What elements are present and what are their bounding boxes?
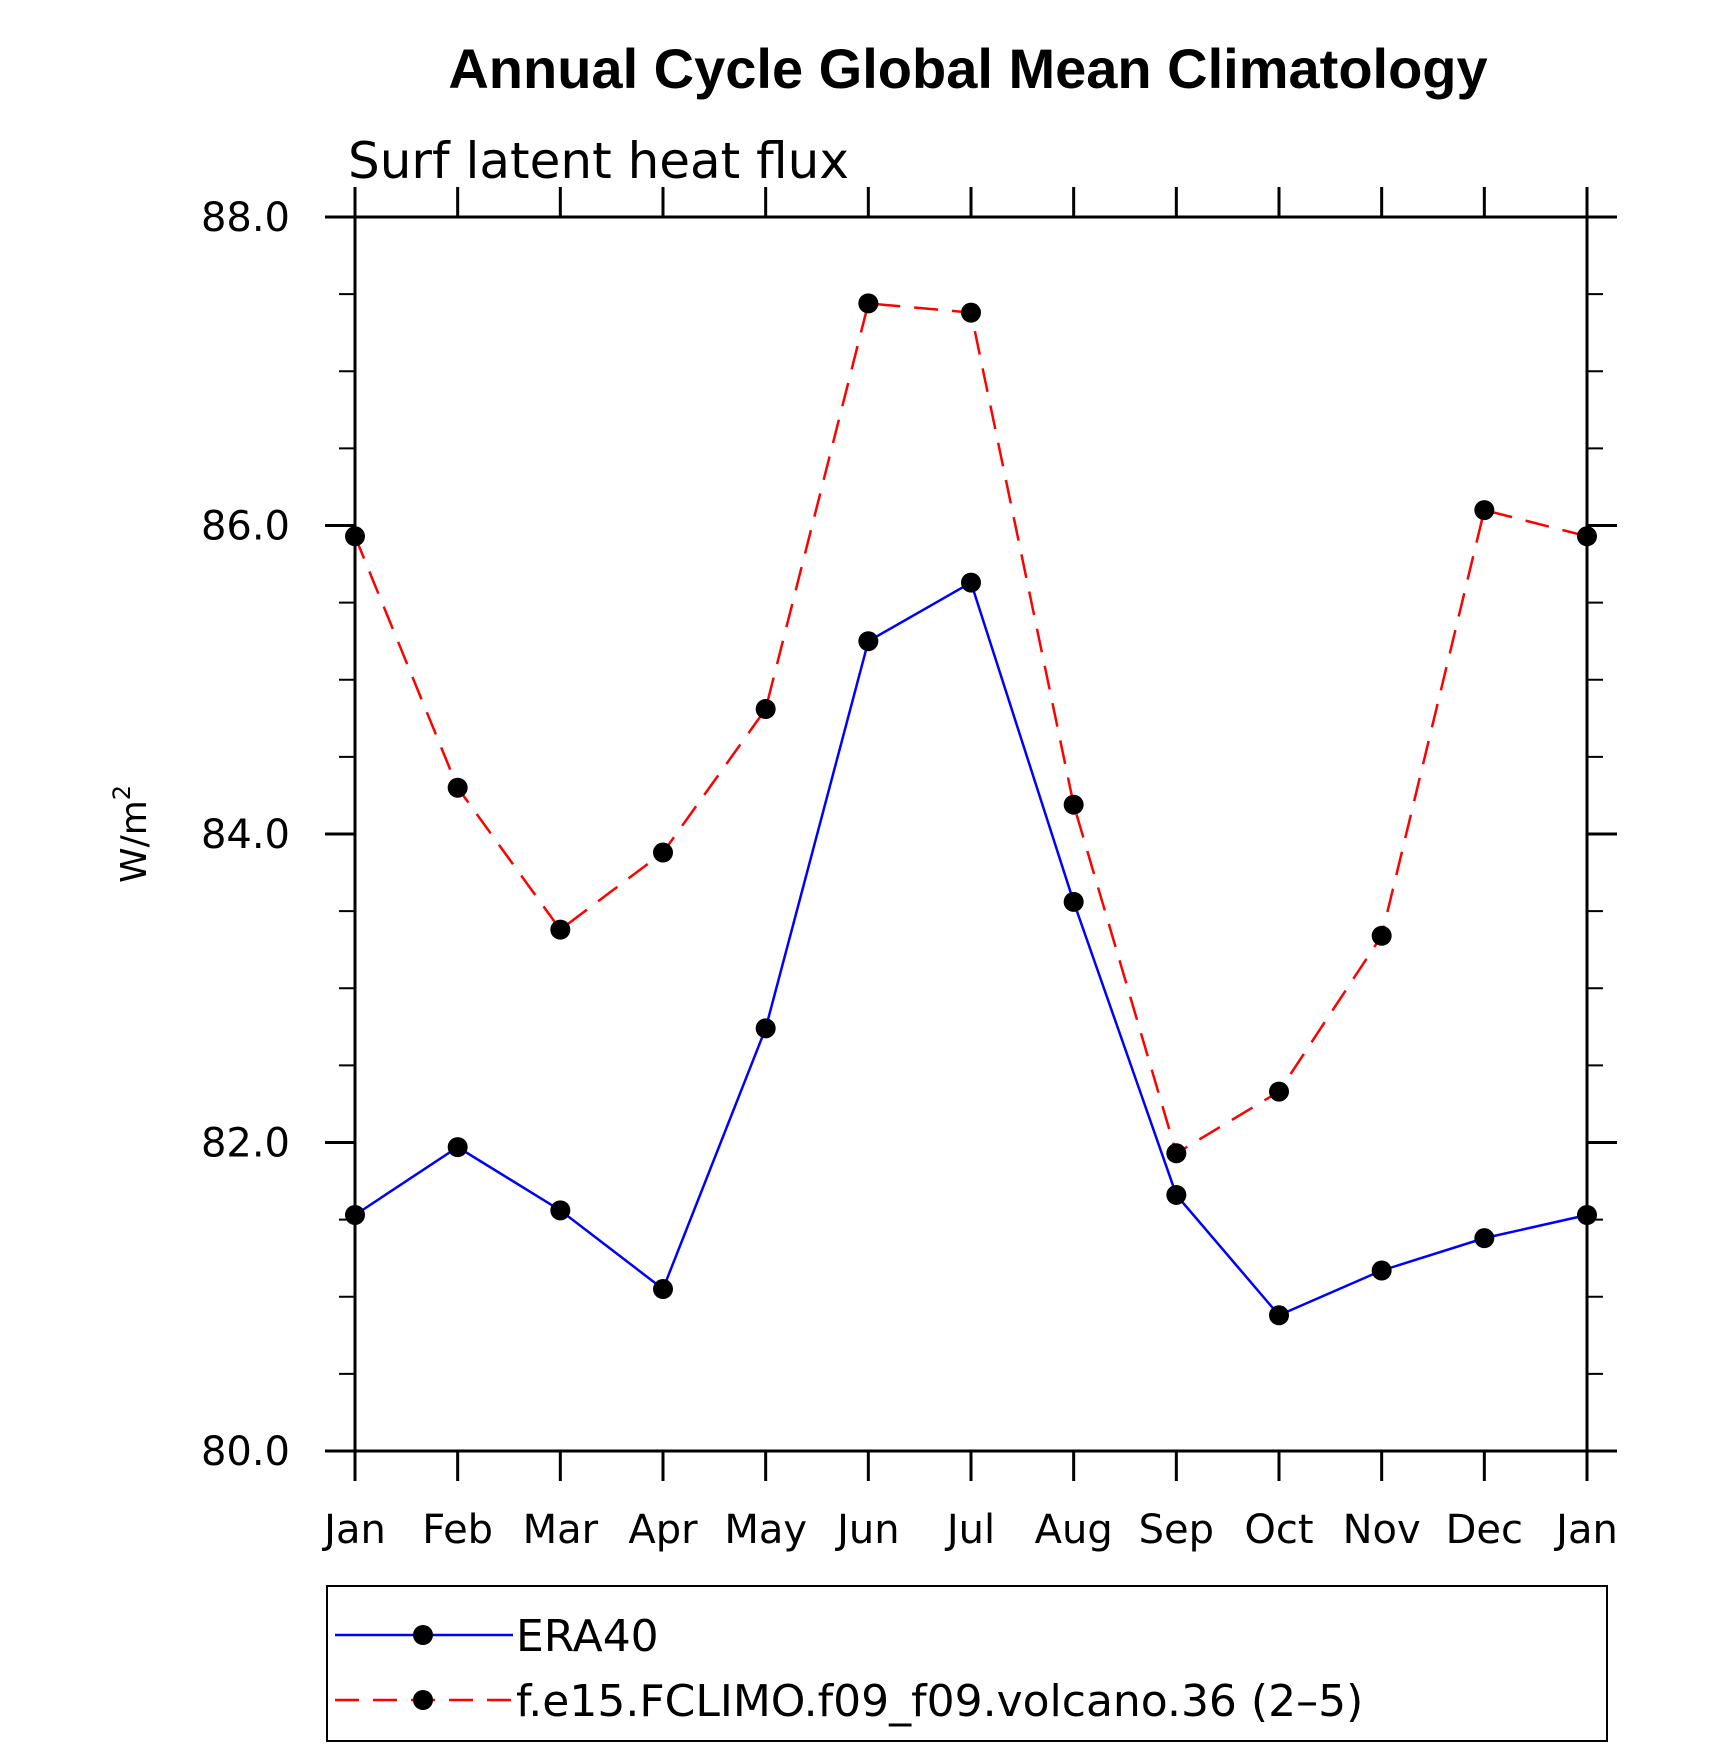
x-tick-label: May (724, 1507, 807, 1553)
data-point (447, 1137, 468, 1158)
x-tick-label: Jul (944, 1507, 995, 1553)
data-point (858, 631, 879, 652)
data-point (1371, 1260, 1392, 1281)
legend-box (326, 1585, 1608, 1742)
legend-marker (413, 1690, 433, 1710)
x-tick-label: Aug (1035, 1507, 1113, 1553)
legend-marker (413, 1625, 433, 1645)
legend: ERA40 f.e15.FCLIMO.f09_f09.volcano.36 (2–… (326, 1585, 1608, 1742)
data-point (1166, 1143, 1187, 1164)
series-line (354, 580, 1588, 1317)
x-tick-label: Nov (1343, 1507, 1421, 1553)
data-point (1269, 1305, 1289, 1326)
y-tick-label: 86.0 (201, 504, 290, 550)
y-tick-label: 82.0 (201, 1121, 290, 1167)
y-tick-label: 80.0 (201, 1429, 290, 1475)
data-point (1371, 925, 1392, 946)
x-tick-label: Dec (1446, 1507, 1523, 1553)
data-point (550, 919, 571, 940)
data-point (1269, 1081, 1289, 1102)
y-tick-labels: 80.0 82.0 84.0 86.0 88.0 (201, 195, 290, 1475)
series-1 (345, 572, 1597, 1326)
series-line (353, 302, 1588, 1156)
data-point (858, 293, 879, 314)
x-tick-labels: Jan Feb Mar Apr May Jun Jul Aug Sep Oct Nov Dec Jan (321, 1507, 1618, 1553)
data-point (961, 302, 981, 323)
data-point (447, 777, 468, 798)
y-tick-label: 88.0 (201, 195, 290, 241)
chart-title: Annual Cycle Global Mean Climatology (448, 37, 1487, 100)
x-tick-label: Apr (628, 1507, 698, 1553)
legend-entries: ERA40 f.e15.FCLIMO.f09_f09.volcano.36 (2–… (335, 1611, 1363, 1727)
chart-subtitle: Surf latent heat flux (348, 132, 849, 190)
y-axis-label: W/m2 (108, 785, 155, 883)
data-point (755, 699, 776, 720)
x-tick-label: Sep (1139, 1507, 1214, 1553)
data-point (345, 526, 365, 547)
x-tick-label: Jan (1553, 1507, 1618, 1553)
legend-label: f.e15.FCLIMO.f09_f09.volcano.36 (2–5) (516, 1676, 1363, 1727)
legend-label: ERA40 (516, 1611, 659, 1662)
data-point (1166, 1184, 1187, 1205)
plot-frame (353, 215, 1589, 1453)
y-axis-label-text: W/m (114, 800, 155, 883)
y-tick-label: 84.0 (201, 812, 290, 858)
x-tick-label: Oct (1244, 1507, 1313, 1553)
series-2 (345, 293, 1597, 1164)
data-point (345, 1204, 365, 1225)
data-point (550, 1200, 571, 1221)
data-point (653, 842, 673, 863)
data-point (755, 1018, 776, 1039)
data-point (653, 1279, 673, 1300)
series-layer (345, 293, 1597, 1326)
x-tick-label: Jun (834, 1507, 900, 1553)
data-point (1474, 1228, 1495, 1249)
x-tick-label: Jan (321, 1507, 386, 1553)
data-point (1577, 526, 1597, 547)
data-point (1063, 891, 1084, 912)
x-tick-label: Feb (422, 1507, 493, 1553)
data-point (1063, 794, 1084, 815)
x-tick-label: Mar (523, 1507, 599, 1553)
data-point (1577, 1204, 1597, 1225)
axis-ticks (325, 187, 1617, 1481)
data-point (1474, 500, 1495, 521)
y-axis-label-superscript: 2 (108, 785, 136, 800)
data-point (961, 572, 981, 593)
